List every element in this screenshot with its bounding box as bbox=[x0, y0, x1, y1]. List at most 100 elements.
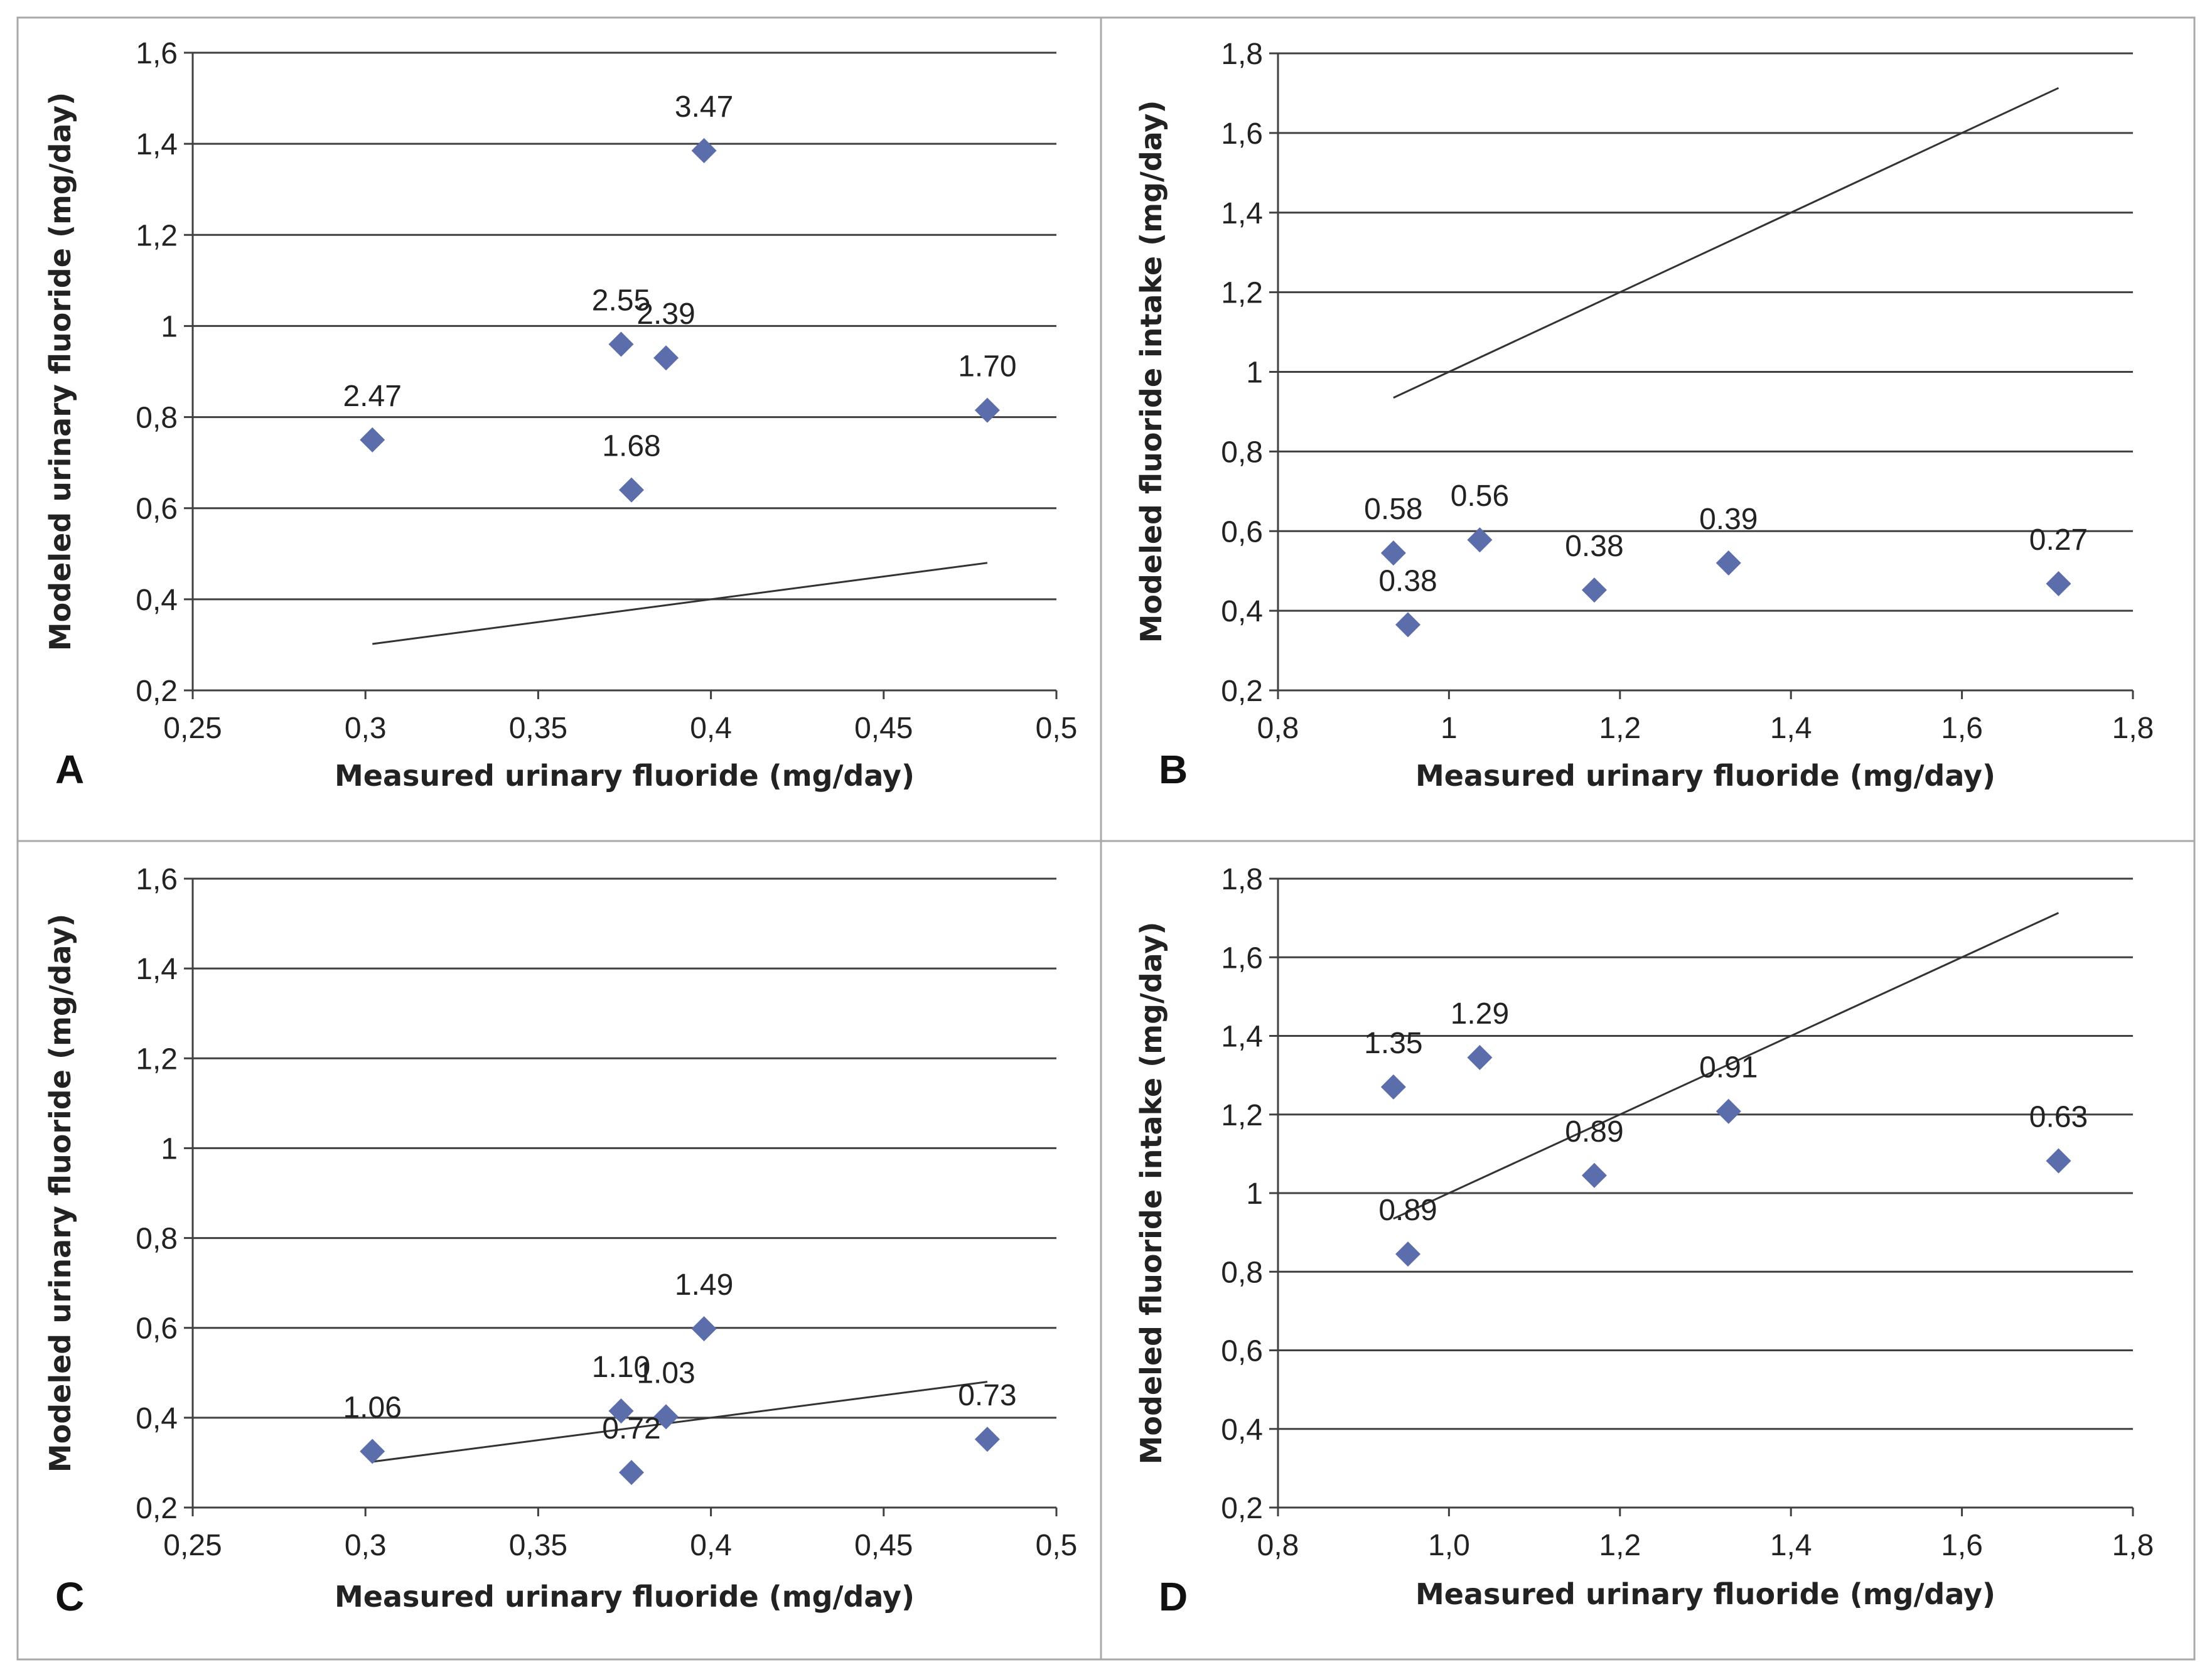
y-tick-label: 1,2 bbox=[1221, 277, 1263, 310]
x-tick-label: 1,4 bbox=[1770, 1529, 1812, 1562]
y-tick-label: 1,6 bbox=[1221, 941, 1263, 975]
identity-line bbox=[1393, 87, 2059, 399]
y-tick-label: 0,8 bbox=[1221, 1256, 1263, 1289]
y-tick-label: 0,2 bbox=[136, 675, 178, 708]
y-tick-label: 1,2 bbox=[1221, 1099, 1263, 1132]
x-tick-label: 0,35 bbox=[509, 1529, 567, 1562]
x-axis-title: Measured urinary fluoride (mg/day) bbox=[1415, 1577, 1995, 1611]
data-point-marker bbox=[1380, 1074, 1406, 1100]
panel-letter: A bbox=[55, 747, 84, 792]
identity-line bbox=[372, 1381, 988, 1463]
data-point-marker bbox=[1395, 612, 1421, 638]
y-axis-title: Modeled urinary fluoride (mg/day) bbox=[43, 92, 77, 651]
data-point-marker bbox=[608, 1398, 634, 1424]
y-tick-label: 0,4 bbox=[136, 584, 178, 617]
panel-b: 0,2 0,4 0,6 0,8 1 1,2 1,4 1,6 1,8 0,8 1 1,2 1,4 1,6 1,… bbox=[1134, 38, 2154, 793]
y-tick-label: 0,2 bbox=[1221, 675, 1263, 708]
data-label: 2.39 bbox=[636, 297, 695, 331]
y-tick-label: 0,6 bbox=[1221, 1335, 1263, 1368]
y-tick-label: 0,2 bbox=[136, 1492, 178, 1525]
y-tick-label: 0,4 bbox=[1221, 595, 1263, 628]
x-tick-label: 0,45 bbox=[854, 1529, 913, 1562]
x-tick-label: 1,8 bbox=[2112, 712, 2154, 745]
figure-frame bbox=[16, 16, 2196, 1661]
x-tick-label: 0,5 bbox=[1036, 1529, 1078, 1562]
y-tick-label: 1 bbox=[1246, 1177, 1263, 1211]
y-tick-label: 0,8 bbox=[1221, 436, 1263, 469]
data-label: 0.56 bbox=[1451, 480, 1509, 513]
identity-line bbox=[372, 562, 988, 645]
data-point-marker bbox=[1715, 550, 1741, 576]
x-tick-label: 1 bbox=[1441, 712, 1458, 745]
x-tick-label: 0,4 bbox=[690, 712, 732, 745]
y-tick-label: 0,8 bbox=[136, 402, 178, 435]
x-tick-label: 0,4 bbox=[690, 1529, 732, 1562]
y-tick-label: 1,4 bbox=[1221, 1021, 1263, 1054]
data-label: 0.73 bbox=[958, 1379, 1016, 1412]
x-tick-label: 1,8 bbox=[2112, 1529, 2154, 1562]
x-tick-label: 1,0 bbox=[1428, 1529, 1470, 1562]
data-label: 0.27 bbox=[2029, 523, 2088, 557]
data-label: 0.38 bbox=[1565, 530, 1623, 563]
data-point-marker bbox=[360, 427, 385, 453]
x-tick-label: 0,8 bbox=[1257, 712, 1299, 745]
data-label: 1.68 bbox=[602, 430, 660, 463]
y-tick-label: 1,6 bbox=[136, 37, 178, 70]
identity-line bbox=[1393, 912, 2059, 1220]
data-point-marker bbox=[619, 477, 645, 503]
y-tick-label: 1,8 bbox=[1221, 863, 1263, 896]
data-point-marker bbox=[2046, 1148, 2071, 1174]
data-point-marker bbox=[691, 138, 717, 164]
data-label: 0.63 bbox=[2029, 1101, 2088, 1134]
y-tick-label: 1,4 bbox=[1221, 197, 1263, 230]
data-label: 1.03 bbox=[636, 1356, 695, 1390]
y-tick-label: 0,6 bbox=[1221, 515, 1263, 549]
panel-letter: C bbox=[55, 1574, 84, 1619]
y-tick-label: 0,4 bbox=[136, 1402, 178, 1435]
y-tick-label: 1 bbox=[1246, 356, 1263, 390]
x-tick-label: 1,6 bbox=[1941, 1529, 1983, 1562]
data-point-marker bbox=[974, 397, 1000, 423]
panel-a: 0,2 0,4 0,6 0,8 1 1,2 1,4 1,6 0,25 0,3 0,35 0,4 0,45… bbox=[43, 37, 1077, 793]
x-axis-title: Measured urinary fluoride (mg/day) bbox=[335, 759, 915, 793]
y-tick-label: 1,4 bbox=[136, 953, 178, 986]
data-point-marker bbox=[691, 1316, 717, 1342]
data-point-marker bbox=[360, 1439, 385, 1464]
y-axis-title: Modeled fluoride intake (mg/day) bbox=[1134, 922, 1168, 1465]
panel-letter: B bbox=[1159, 747, 1188, 792]
x-tick-label: 0,8 bbox=[1257, 1529, 1299, 1562]
y-tick-label: 1,4 bbox=[136, 128, 178, 161]
data-point-marker bbox=[1715, 1098, 1741, 1124]
panel-letter: D bbox=[1159, 1574, 1188, 1619]
data-label: 1.10 bbox=[592, 1351, 650, 1384]
y-tick-label: 0,8 bbox=[136, 1223, 178, 1256]
data-label: 0.89 bbox=[1565, 1115, 1623, 1149]
x-tick-label: 0,25 bbox=[163, 1529, 222, 1562]
data-point-marker bbox=[1467, 527, 1493, 553]
data-point-marker bbox=[1467, 1044, 1493, 1070]
data-label: 1.70 bbox=[958, 350, 1016, 383]
data-point-marker bbox=[2046, 571, 2071, 596]
y-tick-label: 1,8 bbox=[1221, 38, 1263, 71]
y-tick-label: 1,2 bbox=[136, 219, 178, 252]
data-label: 0.72 bbox=[602, 1412, 660, 1445]
x-axis-title: Measured urinary fluoride (mg/day) bbox=[335, 1580, 915, 1614]
panel-c: 0,2 0,4 0,6 0,8 1 1,2 1,4 1,6 0,25 0,3 0,35 0,4 0,45… bbox=[43, 863, 1077, 1619]
y-tick-label: 0,6 bbox=[136, 1312, 178, 1346]
data-label: 0.91 bbox=[1699, 1051, 1758, 1085]
data-label: 2.55 bbox=[592, 284, 650, 317]
data-point-marker bbox=[1395, 1241, 1421, 1267]
y-tick-label: 1,6 bbox=[1221, 117, 1263, 151]
data-label: 1.49 bbox=[675, 1268, 733, 1302]
y-tick-label: 0,6 bbox=[136, 493, 178, 526]
x-tick-label: 0,3 bbox=[345, 1529, 387, 1562]
x-tick-label: 1,2 bbox=[1599, 1529, 1641, 1562]
data-point-marker bbox=[1581, 1162, 1607, 1188]
data-point-marker bbox=[653, 1404, 679, 1430]
data-point-marker bbox=[608, 331, 634, 357]
x-tick-label: 1,2 bbox=[1599, 712, 1641, 745]
data-label: 2.47 bbox=[343, 380, 401, 413]
data-label: 0.38 bbox=[1378, 564, 1437, 597]
y-tick-label: 1,2 bbox=[136, 1042, 178, 1076]
x-tick-label: 1,4 bbox=[1770, 712, 1812, 745]
